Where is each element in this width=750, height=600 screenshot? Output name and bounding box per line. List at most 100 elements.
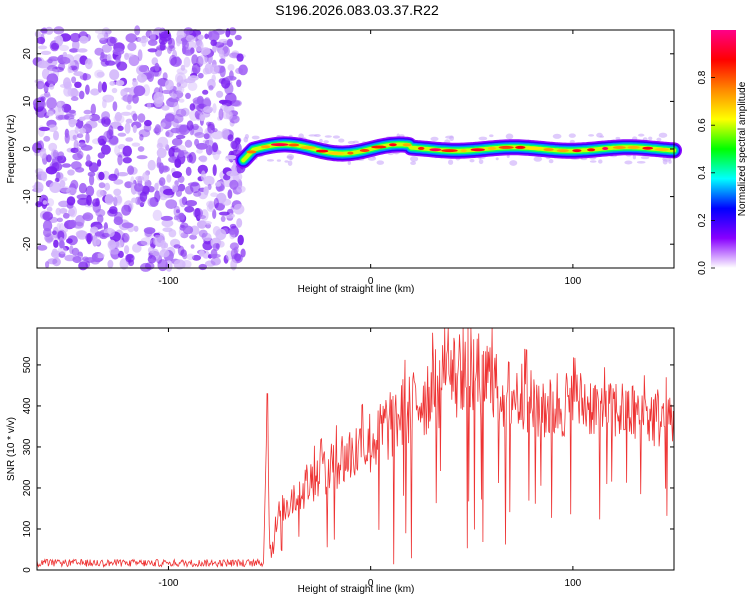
noise-blob bbox=[210, 257, 221, 266]
noise-blob bbox=[124, 181, 133, 189]
signal-hotspot bbox=[556, 149, 569, 153]
noise-blob bbox=[207, 53, 213, 64]
snr-xlabel: Height of straight line (km) bbox=[298, 584, 415, 595]
spectrogram-xtick-label: 100 bbox=[565, 276, 582, 287]
noise-blob bbox=[160, 215, 173, 221]
noise-blob bbox=[175, 134, 186, 139]
noise-blob bbox=[66, 187, 77, 195]
noise-blob bbox=[79, 127, 86, 134]
noise-blob bbox=[139, 134, 144, 141]
noise-blob bbox=[658, 132, 668, 138]
noise-blob bbox=[237, 234, 244, 246]
noise-blob bbox=[137, 146, 145, 152]
noise-blob bbox=[69, 219, 77, 229]
noise-blob bbox=[133, 225, 139, 232]
noise-blob bbox=[42, 200, 48, 205]
noise-blob bbox=[218, 211, 230, 216]
noise-blob bbox=[117, 250, 124, 258]
noise-blob bbox=[46, 206, 53, 212]
noise-blob bbox=[75, 90, 80, 97]
noise-blob bbox=[229, 179, 239, 190]
noise-blob bbox=[171, 184, 179, 193]
noise-blob bbox=[100, 51, 105, 59]
noise-blob bbox=[34, 30, 42, 38]
noise-blob bbox=[89, 113, 101, 122]
noise-blob bbox=[509, 160, 518, 166]
noise-blob bbox=[212, 164, 217, 177]
noise-blob bbox=[64, 132, 70, 144]
noise-blob bbox=[106, 36, 117, 47]
noise-blob bbox=[147, 197, 157, 207]
noise-blob bbox=[191, 54, 199, 66]
noise-blob bbox=[75, 118, 84, 129]
noise-blob bbox=[347, 160, 351, 166]
noise-blob bbox=[54, 177, 60, 182]
noise-blob bbox=[110, 247, 121, 260]
noise-blob bbox=[218, 49, 225, 58]
noise-blob bbox=[199, 113, 205, 122]
noise-blob bbox=[117, 132, 127, 137]
noise-blob bbox=[90, 226, 99, 233]
signal-hotspot bbox=[487, 146, 497, 150]
noise-blob bbox=[154, 124, 161, 136]
snr-ytick-label: 100 bbox=[22, 520, 33, 537]
noise-blob bbox=[533, 156, 543, 162]
noise-blob bbox=[198, 263, 207, 271]
noise-blob bbox=[125, 253, 135, 263]
signal-hotspot bbox=[429, 148, 442, 152]
noise-blob bbox=[72, 134, 77, 140]
signal-hotspot bbox=[270, 143, 289, 147]
noise-blob bbox=[323, 140, 329, 144]
noise-blob bbox=[98, 182, 106, 189]
noise-blob bbox=[186, 253, 195, 261]
noise-blob bbox=[40, 50, 52, 56]
noise-blob bbox=[199, 155, 208, 163]
noise-blob bbox=[640, 156, 650, 160]
noise-blob bbox=[44, 26, 54, 35]
noise-blob bbox=[615, 136, 621, 140]
noise-blob bbox=[210, 192, 219, 197]
noise-blob bbox=[58, 56, 71, 65]
noise-blob bbox=[185, 166, 192, 176]
noise-blob bbox=[96, 253, 105, 259]
noise-blob bbox=[85, 261, 91, 268]
noise-blob bbox=[313, 134, 321, 137]
noise-blob bbox=[236, 53, 244, 62]
noise-blob bbox=[103, 118, 111, 125]
noise-blob bbox=[137, 113, 146, 123]
noise-blob bbox=[495, 157, 499, 161]
noise-blob bbox=[200, 220, 212, 226]
noise-blob bbox=[57, 101, 62, 113]
noise-blob bbox=[177, 86, 185, 93]
noise-blob bbox=[233, 203, 245, 215]
noise-blob bbox=[598, 159, 603, 164]
noise-blob bbox=[78, 182, 87, 194]
noise-blob bbox=[147, 48, 158, 53]
noise-blob bbox=[147, 255, 157, 264]
noise-blob bbox=[106, 53, 112, 63]
noise-blob bbox=[194, 132, 205, 138]
noise-blob bbox=[53, 239, 59, 248]
noise-blob bbox=[636, 161, 646, 164]
noise-blob bbox=[244, 134, 249, 139]
noise-blob bbox=[114, 111, 122, 122]
noise-blob bbox=[52, 230, 57, 235]
noise-blob bbox=[132, 113, 138, 122]
noise-blob bbox=[178, 98, 185, 103]
signal-hotspot bbox=[328, 151, 345, 155]
noise-blob bbox=[668, 159, 672, 164]
noise-blob bbox=[56, 229, 67, 242]
noise-blob bbox=[589, 160, 597, 163]
noise-blob bbox=[132, 243, 142, 253]
noise-blob bbox=[187, 81, 198, 92]
noise-blob bbox=[97, 81, 103, 93]
snr-xtick-label: -100 bbox=[158, 578, 178, 589]
noise-blob bbox=[226, 38, 233, 48]
noise-blob bbox=[72, 39, 80, 51]
noise-blob bbox=[225, 155, 237, 160]
noise-blob bbox=[218, 99, 228, 104]
noise-blob bbox=[193, 191, 202, 197]
noise-blob bbox=[120, 111, 132, 116]
signal-hotspot bbox=[587, 148, 596, 152]
